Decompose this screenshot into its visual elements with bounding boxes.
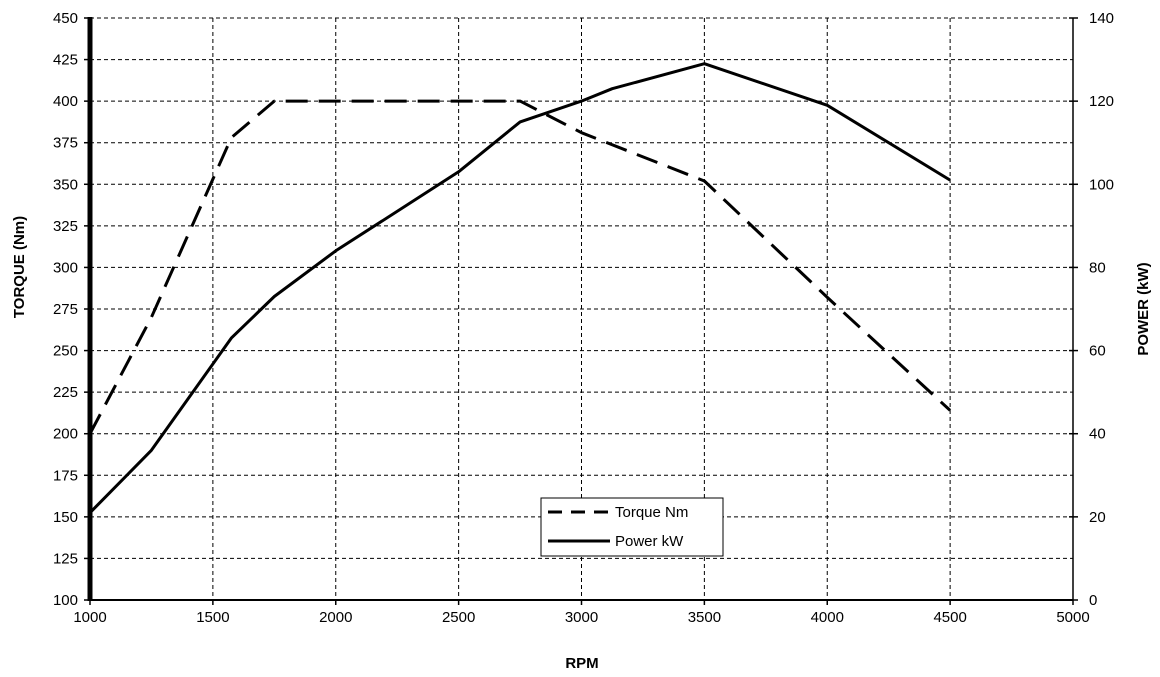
y2-axis-title: POWER (kW) <box>1135 262 1152 355</box>
x-tick-label: 2500 <box>442 609 475 626</box>
x-tick-label: 4500 <box>933 609 966 626</box>
x-tick-label: 1000 <box>73 609 106 626</box>
x-tick-label: 1500 <box>196 609 229 626</box>
x-tick-label: 3500 <box>688 609 721 626</box>
y2-tick-label: 60 <box>1089 343 1106 360</box>
y-tick-label: 300 <box>53 259 78 276</box>
y-tick-label: 400 <box>53 93 78 110</box>
y-tick-label: 425 <box>53 52 78 69</box>
y-tick-label: 125 <box>53 550 78 567</box>
x-tick-label: 2000 <box>319 609 352 626</box>
grid <box>90 17 1073 600</box>
y-tick-label: 375 <box>53 135 78 152</box>
x-tick-label: 4000 <box>811 609 844 626</box>
y-tick-label: 250 <box>53 343 78 360</box>
y2-tick-label: 120 <box>1089 93 1114 110</box>
y-tick-label: 275 <box>53 301 78 318</box>
y-tick-label: 350 <box>53 176 78 193</box>
x-tick-label: 3000 <box>565 609 598 626</box>
series-lines <box>88 62 952 514</box>
y2-tick-label: 20 <box>1089 509 1106 526</box>
y-tick-label: 175 <box>53 467 78 484</box>
y2-tick-label: 0 <box>1089 592 1097 609</box>
y-axis-title: TORQUE (Nm) <box>11 216 28 318</box>
x-axis-title: RPM <box>565 655 598 672</box>
y-tick-label: 150 <box>53 509 78 526</box>
y2-tick-label: 140 <box>1089 10 1114 27</box>
y-tick-label: 450 <box>53 10 78 27</box>
y-tick-label: 225 <box>53 384 78 401</box>
legend-label-torque: Torque Nm <box>615 504 688 521</box>
tick-labels: 1000 1500 2000 2500 3000 3500 4000 4500 50001001… <box>53 10 1114 626</box>
y-tick-label: 325 <box>53 218 78 235</box>
y-tick-label: 100 <box>53 592 78 609</box>
series-line-power <box>88 62 951 514</box>
y-tick-label: 200 <box>53 426 78 443</box>
y2-tick-label: 40 <box>1089 426 1106 443</box>
legend: Torque Nm Power kW <box>540 497 724 557</box>
axes <box>84 17 1078 605</box>
legend-label-power: Power kW <box>615 533 684 550</box>
legend-box <box>540 497 724 557</box>
series-line-torque <box>88 99 952 435</box>
y2-tick-label: 80 <box>1089 259 1106 276</box>
x-tick-label: 5000 <box>1056 609 1089 626</box>
y2-tick-label: 100 <box>1089 176 1114 193</box>
